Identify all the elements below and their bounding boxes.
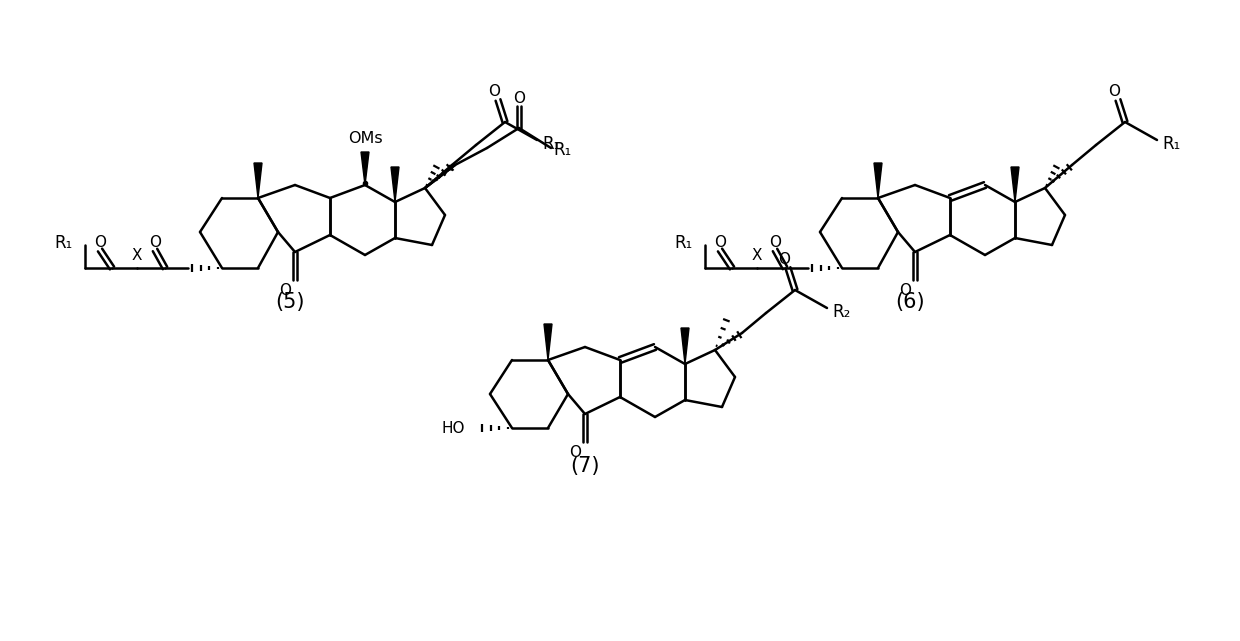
Text: (6): (6) bbox=[895, 292, 925, 312]
Text: O: O bbox=[769, 235, 781, 249]
Polygon shape bbox=[391, 167, 399, 202]
Text: (5): (5) bbox=[275, 292, 305, 312]
Text: O: O bbox=[94, 235, 105, 249]
Text: R₁: R₁ bbox=[1163, 135, 1182, 153]
Text: HO: HO bbox=[441, 420, 465, 435]
Text: O: O bbox=[899, 283, 911, 297]
Text: O: O bbox=[714, 235, 725, 249]
Text: R₁: R₁ bbox=[554, 141, 572, 159]
Text: O: O bbox=[149, 235, 161, 249]
Text: R₁: R₁ bbox=[543, 135, 562, 153]
Text: R₁: R₁ bbox=[675, 234, 693, 252]
Text: (7): (7) bbox=[570, 456, 600, 476]
Polygon shape bbox=[254, 163, 262, 198]
Text: OMs: OMs bbox=[347, 131, 382, 146]
Polygon shape bbox=[544, 324, 552, 360]
Text: R₂: R₂ bbox=[833, 303, 851, 321]
Text: X: X bbox=[751, 247, 763, 263]
Polygon shape bbox=[874, 163, 882, 198]
Text: X: X bbox=[131, 247, 143, 263]
Text: O: O bbox=[489, 83, 500, 99]
Text: O: O bbox=[777, 251, 790, 267]
Text: R₁: R₁ bbox=[55, 234, 73, 252]
Text: O: O bbox=[513, 90, 525, 106]
Polygon shape bbox=[681, 328, 689, 364]
Text: O: O bbox=[279, 283, 291, 297]
Text: O: O bbox=[1109, 83, 1120, 99]
Polygon shape bbox=[361, 152, 370, 185]
Text: O: O bbox=[569, 444, 582, 460]
Polygon shape bbox=[1011, 167, 1019, 202]
